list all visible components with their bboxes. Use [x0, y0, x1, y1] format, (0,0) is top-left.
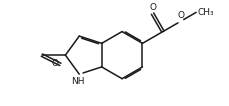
Text: O: O [148, 3, 155, 12]
Text: CH₃: CH₃ [196, 8, 213, 17]
Text: O: O [177, 11, 183, 20]
Text: O: O [51, 59, 58, 68]
Text: NH: NH [71, 77, 85, 86]
